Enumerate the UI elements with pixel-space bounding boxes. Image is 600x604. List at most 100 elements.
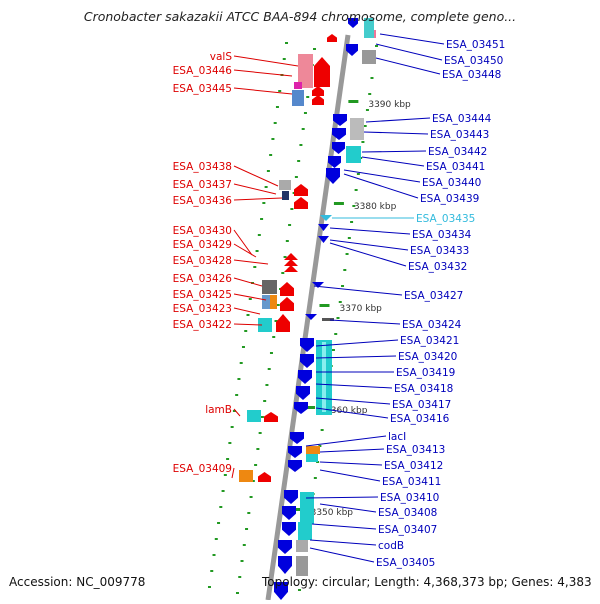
reverse-gene-arrow: [284, 490, 298, 504]
reverse-gene-arrow: [298, 370, 312, 384]
track-dot: [341, 285, 345, 287]
gene-block: [298, 522, 312, 540]
track-dot: [303, 112, 307, 114]
right-label-leader: [319, 469, 381, 482]
forward-gene-marker: [284, 259, 298, 266]
right-label-leader: [329, 227, 411, 235]
right-gene-label: ESA_03450: [444, 55, 503, 67]
track-dot: [278, 90, 282, 92]
track-dot: [253, 266, 257, 268]
reverse-gene-marker: [305, 314, 317, 320]
gene-block: [239, 470, 253, 482]
reverse-gene-arrow: [294, 402, 308, 414]
right-label-leader: [329, 242, 407, 267]
left-gene-label: ESA_03437: [173, 179, 232, 191]
right-label-leader: [375, 57, 441, 75]
gene-block: [296, 556, 308, 576]
track-dot: [244, 330, 248, 332]
track-dot: [336, 317, 340, 319]
track-dot: [331, 349, 335, 351]
right-gene-label: ESA_03420: [398, 351, 457, 363]
track-dot: [264, 186, 268, 188]
right-label-leader: [315, 339, 399, 347]
right-label-leader: [361, 150, 427, 153]
reverse-gene-marker: [312, 282, 324, 288]
right-gene-label: ESA_03435: [416, 213, 475, 225]
forward-gene-arrow: [276, 314, 290, 332]
scale-label: 3360 kbp: [325, 406, 368, 416]
forward-gene-arrow: [258, 472, 271, 482]
right-gene-label: ESA_03421: [400, 335, 459, 347]
right-label-leader: [365, 117, 431, 123]
right-gene-label: ESA_03416: [390, 413, 450, 425]
track-dot: [265, 384, 269, 386]
reverse-gene-arrow: [278, 540, 292, 554]
track-dot: [275, 106, 279, 108]
right-label-leader: [309, 547, 375, 563]
track-dot: [257, 234, 261, 236]
right-gene-label: ESA_03410: [380, 492, 439, 504]
track-dot: [228, 442, 232, 444]
track-dot: [239, 362, 243, 364]
right-label-leader: [361, 156, 425, 167]
track-dot: [354, 189, 358, 191]
track-dot: [221, 490, 225, 492]
left-gene-label: ESA_03425: [173, 289, 232, 301]
left-gene-label: ESA_03446: [173, 65, 233, 77]
right-gene-label: ESA_03412: [384, 460, 443, 472]
right-gene-label: ESA_03418: [394, 383, 453, 395]
reverse-gene-arrow: [290, 432, 304, 444]
reverse-gene-arrow: [332, 128, 346, 140]
reverse-gene-arrow: [326, 168, 340, 184]
track-dot: [240, 560, 244, 562]
right-label-leader: [375, 43, 443, 61]
left-gene-label: lamB: [205, 404, 232, 416]
track-dot: [249, 496, 253, 498]
track-dot: [345, 253, 349, 255]
map-title: Cronobacter sakazakii ATCC BAA-894 chrom…: [83, 9, 517, 24]
left-label-leader: [233, 408, 241, 417]
forward-gene-arrow: [280, 282, 294, 296]
track-dot: [281, 272, 285, 274]
gene-block: [247, 410, 261, 422]
track-dot: [251, 480, 255, 482]
right-label-leader: [309, 539, 377, 546]
right-label-leader: [343, 173, 419, 199]
right-gene-label: ESA_03448: [442, 69, 501, 81]
right-label-leader: [313, 285, 403, 296]
gene-block: [258, 318, 272, 332]
track-dot: [255, 250, 259, 252]
scale-tick: [348, 100, 359, 103]
right-gene-label: ESA_03427: [404, 290, 463, 302]
scale-tick: [333, 202, 344, 205]
left-gene-label: valS: [210, 51, 233, 63]
track-dot: [272, 336, 276, 338]
right-gene-label: codB: [378, 540, 404, 552]
reverse-gene-arrow: [288, 460, 302, 472]
track-dot: [235, 394, 239, 396]
track-dot: [230, 426, 234, 428]
track-dot: [248, 298, 252, 300]
gene-block: [322, 342, 326, 412]
track-dot: [207, 586, 211, 588]
forward-gene-marker: [284, 265, 298, 272]
left-label-leader: [233, 293, 267, 301]
accession-label: Accession: NC_009778: [9, 575, 146, 589]
right-label-leader: [311, 523, 377, 530]
gene-block: [292, 90, 304, 106]
right-label-leader: [329, 239, 409, 251]
left-label-leader: [233, 307, 261, 315]
left-label-leader: [233, 183, 277, 195]
right-label-leader: [319, 461, 383, 466]
right-gene-label: lacI: [388, 431, 406, 443]
reverse-gene-arrow: [296, 386, 310, 400]
track-dot: [217, 522, 221, 524]
track-dot: [263, 400, 267, 402]
forward-gene-arrow: [294, 184, 308, 196]
reverse-gene-arrow: [346, 44, 358, 56]
left-label-leader: [231, 467, 235, 479]
reverse-gene-arrow: [300, 354, 314, 368]
left-gene-label: ESA_03430: [173, 225, 232, 237]
left-label-leader: [233, 55, 299, 67]
